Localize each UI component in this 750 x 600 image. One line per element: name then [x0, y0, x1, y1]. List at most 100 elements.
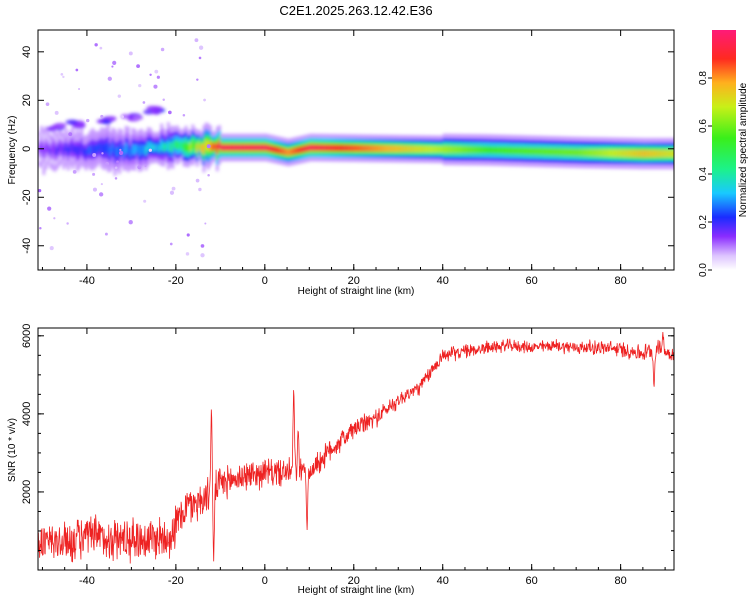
y-tick-label: 2000: [21, 480, 33, 504]
heatmap-cell: [464, 145, 468, 154]
heatmap-cell: [275, 146, 279, 154]
heatmap-cell: [649, 149, 653, 158]
heatmap-cell: [140, 144, 144, 155]
heatmap-cell: [611, 149, 615, 157]
heatmap-cell: [416, 145, 419, 153]
heatmap-cell: [420, 145, 424, 153]
x-tick-label: 40: [437, 575, 449, 587]
heatmap-cell: [169, 142, 173, 152]
heatmap-cell: [295, 147, 299, 154]
heatmap-cell: [400, 145, 404, 153]
heatmap-cell: [529, 147, 533, 155]
heatmap-cell: [282, 148, 286, 155]
noise-speck: [45, 102, 50, 106]
heatmap-cell: [158, 144, 161, 153]
harmonic-blob: [65, 119, 79, 125]
heatmap-cell: [186, 144, 190, 153]
heatmap-cell: [122, 148, 126, 158]
heatmap-cell: [49, 147, 52, 156]
noise-speck: [153, 84, 158, 89]
heatmap-cell: [658, 149, 662, 158]
colorbar-ticks: 0.0 0.2 0.4 0.6 0.8: [698, 71, 712, 277]
heatmap-cell: [467, 146, 471, 154]
noise-speck: [156, 75, 160, 79]
y-tick-label: -20: [21, 189, 33, 205]
heatmap-cell: [489, 146, 493, 154]
x-tick-label: 40: [437, 275, 449, 287]
heatmap-cell: [418, 145, 422, 153]
heatmap-cell: [391, 145, 395, 152]
heatmap-cell: [540, 147, 544, 156]
noise-speck: [94, 43, 98, 47]
noise-speck: [128, 220, 133, 225]
heatmap-cell: [253, 144, 257, 151]
heatmap-cell: [69, 143, 72, 153]
heatmap-cell: [46, 144, 50, 153]
noise-speck: [206, 144, 211, 149]
heatmap-cell: [293, 147, 297, 155]
heatmap-cell: [84, 148, 88, 158]
heatmap-cell: [565, 148, 568, 156]
heatmap-cell: [427, 145, 430, 153]
heatmap-cell: [545, 147, 548, 156]
y-tick-label: 4000: [21, 402, 33, 426]
heatmap-cell: [507, 146, 511, 155]
x-tick-label: -20: [168, 275, 184, 287]
heatmap-cell: [193, 141, 197, 150]
noise-speck: [198, 187, 202, 192]
heatmap-cell: [665, 149, 668, 158]
heatmap-cell: [191, 140, 195, 150]
noise-speck: [78, 87, 81, 91]
snr-panel: -40 -20 0 20 40 60 80 2000 4000 6000 Height of s…: [7, 324, 675, 596]
heatmap-cell: [536, 147, 539, 156]
noise-speck: [112, 60, 117, 65]
heatmap-cell: [567, 148, 571, 156]
heatmap-cell: [364, 145, 368, 152]
heatmap-cell: [460, 145, 464, 154]
noise-speck: [138, 84, 142, 88]
heatmap-cell: [627, 149, 631, 158]
heatmap-cell: [173, 140, 177, 149]
heatmap-cell: [373, 145, 377, 152]
heatmap-cell: [198, 141, 201, 149]
heatmap-cell: [587, 148, 591, 157]
heatmap-cell: [531, 147, 535, 155]
noise-speck: [194, 38, 199, 43]
heatmap-cell: [149, 141, 153, 150]
heatmap-cell: [333, 144, 337, 152]
heatmap-cell: [642, 149, 646, 158]
noise-speck: [207, 174, 210, 177]
heatmap-cell: [166, 140, 170, 152]
heatmap-cell: [431, 145, 435, 153]
heatmap-cell: [224, 144, 228, 151]
heatmap-cell: [304, 145, 308, 152]
heatmap-cell: [289, 148, 293, 156]
harmonic-blob: [51, 124, 60, 130]
spectrogram-heatmap: [38, 38, 674, 258]
colorbar-tick-label: 0.4: [698, 167, 709, 181]
colorbar: 0.0 0.2 0.4 0.6 0.8 Normalized spectral ampl…: [698, 30, 749, 277]
heatmap-cell: [651, 149, 655, 158]
heatmap-cell: [384, 145, 388, 152]
heatmap-cell: [542, 147, 546, 156]
heatmap-cell: [409, 145, 413, 153]
heatmap-cell: [533, 147, 537, 155]
heatmap-cell: [111, 143, 115, 153]
heatmap-cell: [360, 145, 364, 152]
heatmap-cell: [393, 145, 397, 152]
heatmap-cell: [551, 148, 555, 156]
spectrogram-y-ticks: -40 -20 0 20 40: [21, 46, 674, 254]
heatmap-cell: [444, 145, 448, 154]
heatmap-cell: [502, 146, 506, 155]
heatmap-cell: [178, 141, 181, 150]
heatmap-cell: [155, 143, 159, 152]
heatmap-cell: [613, 149, 617, 157]
heatmap-cell: [75, 145, 79, 156]
noise-speck: [105, 161, 110, 166]
heatmap-cell: [64, 142, 68, 152]
heatmap-cell: [653, 149, 657, 158]
x-tick-label: 60: [526, 275, 538, 287]
colorbar-tick-label: 0.6: [698, 119, 709, 133]
heatmap-cell: [422, 145, 426, 153]
noise-speck: [47, 206, 52, 211]
